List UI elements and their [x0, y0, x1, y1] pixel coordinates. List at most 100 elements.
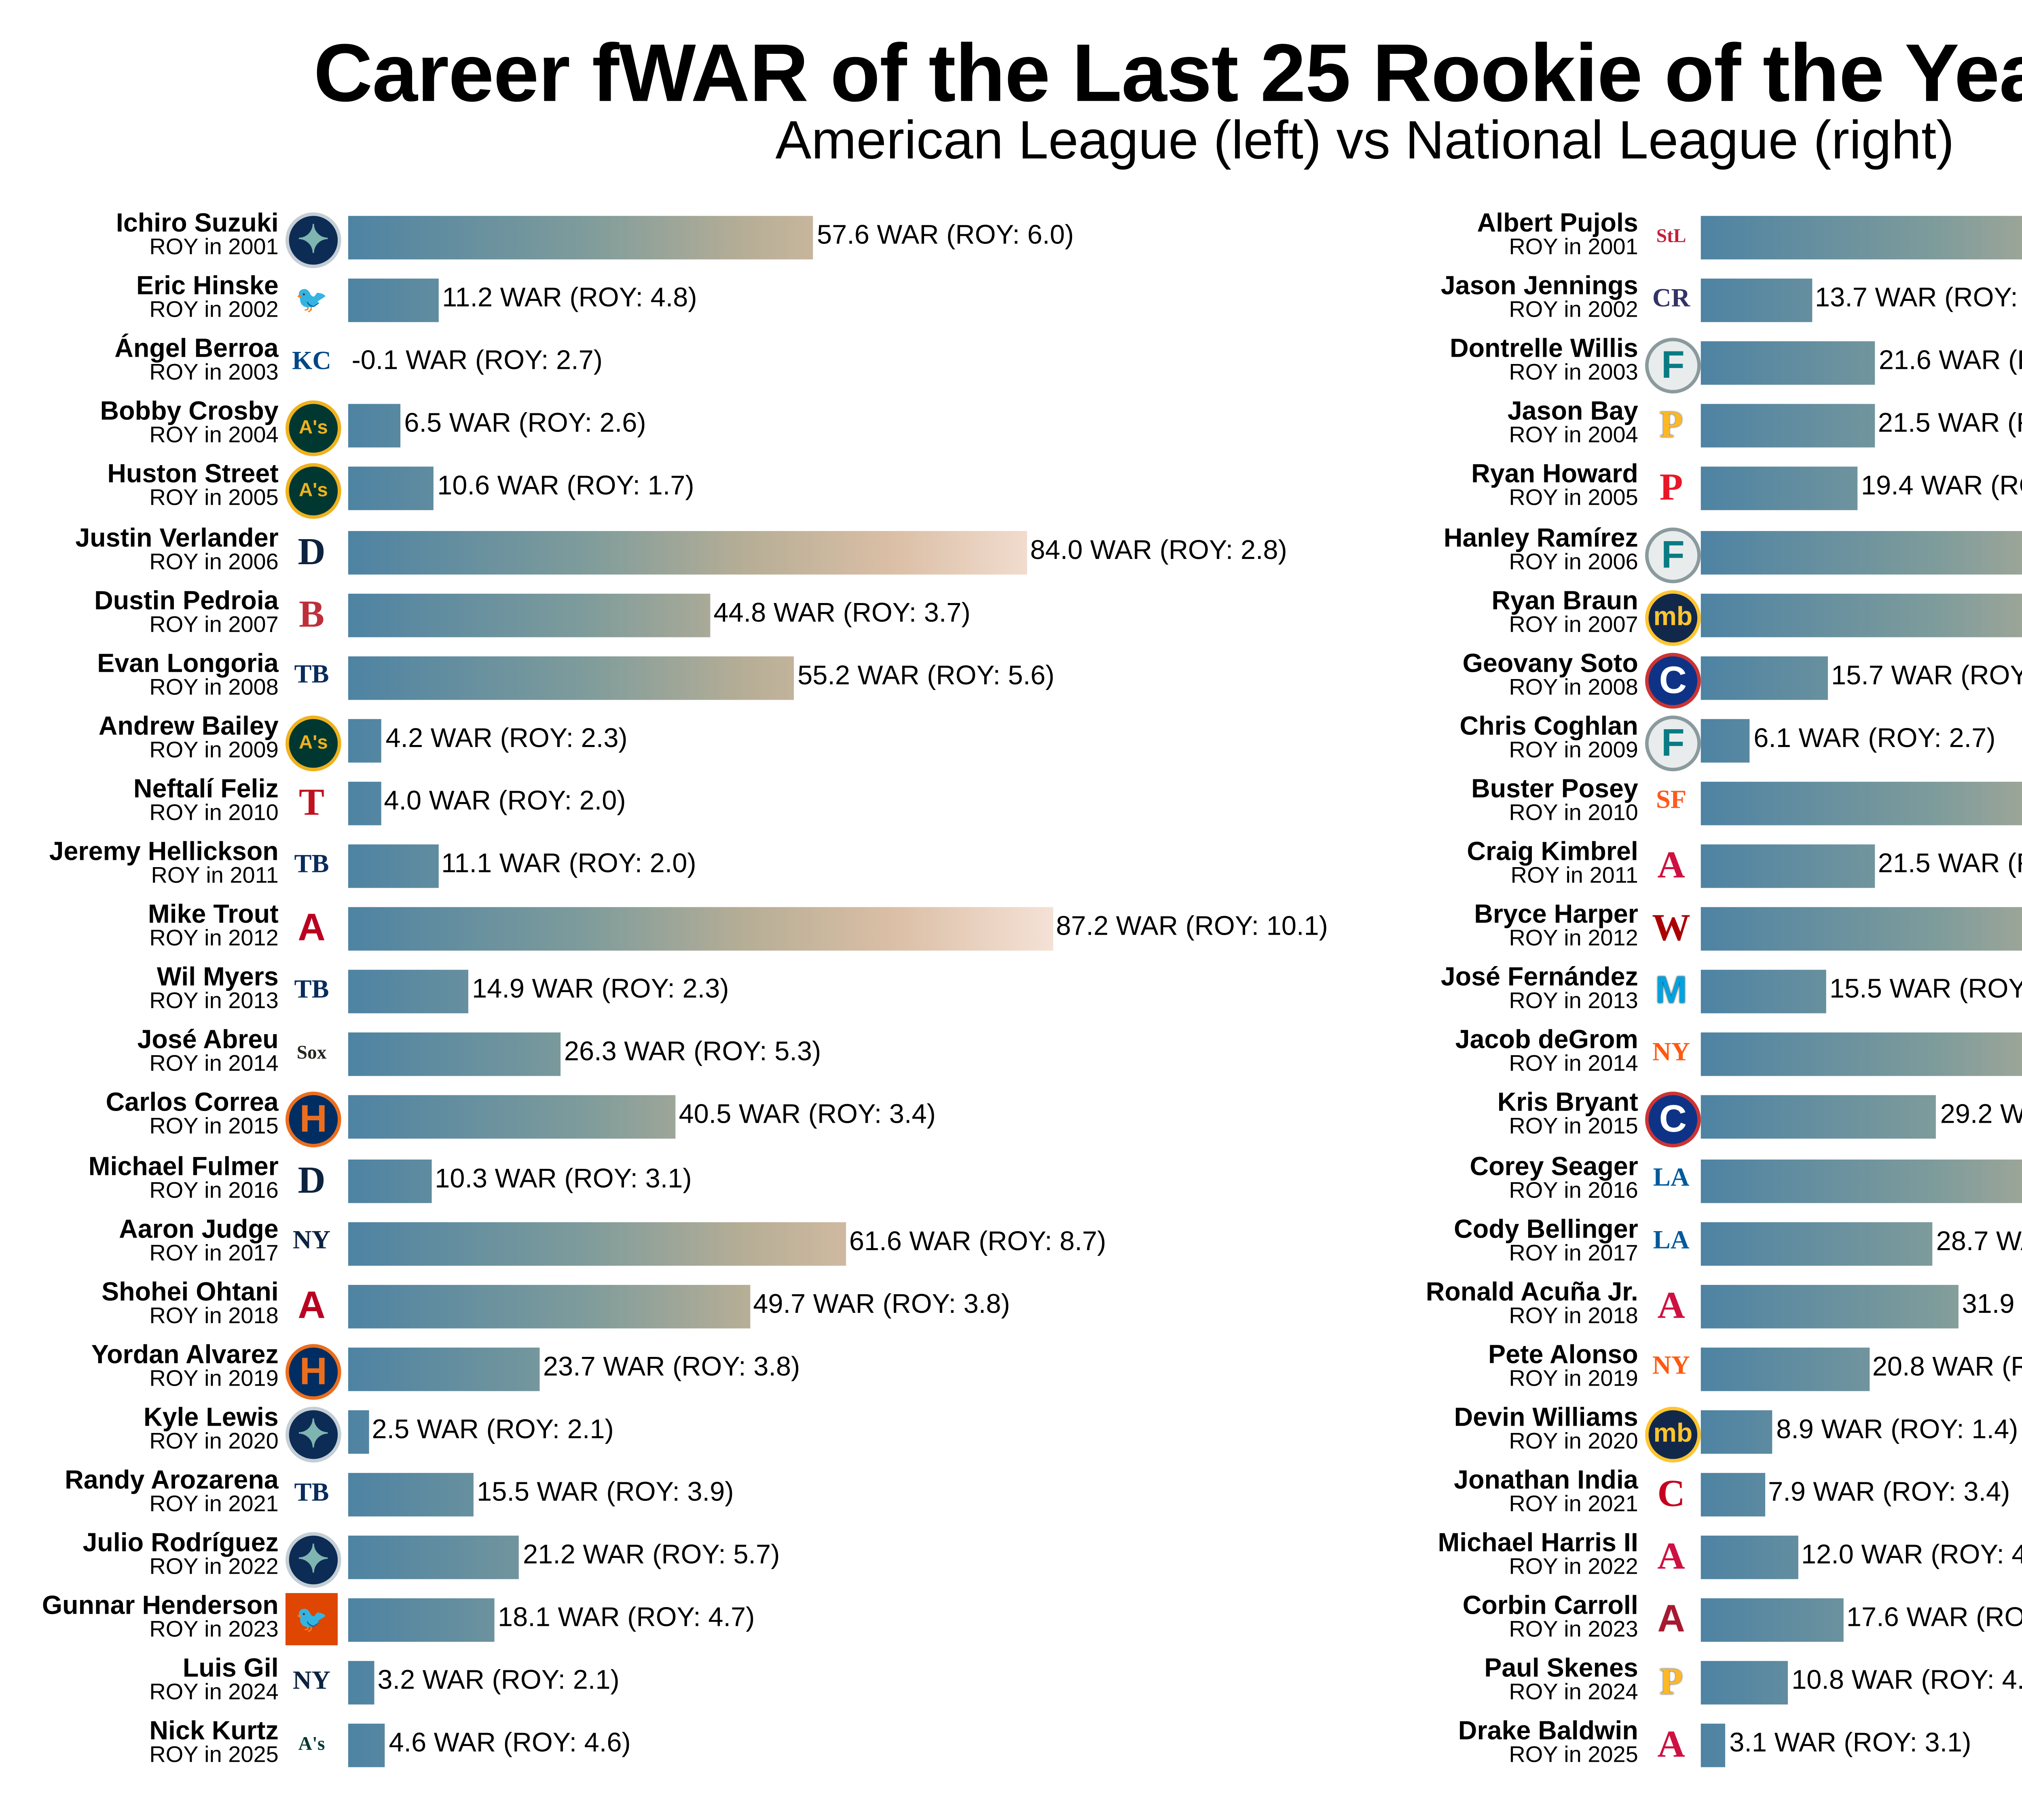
mariners-logo-icon: ✦	[285, 1406, 341, 1462]
player-label: Ryan Braun ROY in 2007	[1290, 586, 1638, 649]
roy-year: ROY in 2025	[149, 1742, 279, 1768]
player-label: Hanley Ramírez ROY in 2006	[1290, 523, 1638, 586]
roy-year: ROY in 2012	[149, 925, 279, 951]
player-name: Wil Myers	[157, 963, 279, 993]
roy-year: ROY in 2020	[1509, 1427, 1638, 1454]
player-name: Albert Pujols	[1477, 209, 1638, 239]
reds-logo-icon: C	[1657, 1471, 1685, 1515]
war-value-label: 4.2 WAR (ROY: 2.3)	[385, 724, 628, 754]
war-bar	[348, 1033, 561, 1077]
roy-year: ROY in 2016	[149, 1176, 279, 1202]
war-value-label: 55.2 WAR (ROY: 5.6)	[797, 661, 1055, 691]
player-label: Ryan Howard ROY in 2005	[1290, 460, 1638, 523]
chart-row: Huston Street ROY in 2005 A's 10.6 WAR (ROY…	[0, 460, 1358, 523]
war-bar	[348, 593, 710, 637]
chart-row: Justin Verlander ROY in 2006 D 84.0 WAR (RO…	[0, 523, 1358, 586]
chart-row: Michael Harris II ROY in 2022 A 12.0 WAR (R…	[0, 1529, 2022, 1591]
chart-row: Michael Fulmer ROY in 2016 D 10.3 WAR (ROY:…	[0, 1152, 1358, 1215]
roy-year: ROY in 2014	[1509, 1050, 1638, 1077]
player-label: Shohei Ohtani ROY in 2018	[0, 1277, 279, 1340]
player-label: Buster Posey ROY in 2010	[1290, 775, 1638, 837]
war-bar	[1701, 1284, 1959, 1328]
roy-year: ROY in 2006	[149, 547, 279, 574]
player-label: Chris Coghlan ROY in 2009	[1290, 712, 1638, 775]
roy-year: ROY in 2012	[1509, 925, 1638, 951]
roy-year: ROY in 2023	[1509, 1616, 1638, 1642]
player-label: Jonathan India ROY in 2021	[1290, 1466, 1638, 1529]
angels-logo-icon: A	[298, 905, 326, 949]
player-name: Luis Gil	[182, 1654, 279, 1685]
chart-title: Career fWAR of the Last 25 Rookie of the…	[313, 26, 2022, 119]
war-bar	[348, 467, 434, 511]
athletics-logo-icon: A's	[285, 463, 341, 520]
war-bar	[348, 1661, 374, 1705]
player-name: Devin Williams	[1454, 1403, 1638, 1433]
roy-year: ROY in 2022	[149, 1553, 279, 1579]
roy-year: ROY in 2010	[1509, 799, 1638, 825]
player-name: Michael Fulmer	[88, 1151, 279, 1181]
cardinals-logo-icon: StL	[1656, 226, 1686, 248]
chart-row: Jeremy Hellickson ROY in 2011 TB 11.1 WAR (…	[0, 838, 1358, 900]
war-bar	[1701, 1410, 1773, 1454]
player-label: Ichiro Suzuki ROY in 2001	[0, 209, 279, 272]
chart-row: Kyle Lewis ROY in 2020 ✦ 2.5 WAR (ROY: 2.1)	[0, 1403, 1358, 1466]
player-name: Ronald Acuña Jr.	[1426, 1277, 1638, 1307]
chart-row: Evan Longoria ROY in 2008 TB 55.2 WAR (ROY:…	[0, 649, 1358, 711]
player-label: Dustin Pedroia ROY in 2007	[0, 586, 279, 649]
player-label: Jason Jennings ROY in 2002	[1290, 272, 1638, 334]
rays-logo-icon: TB	[294, 662, 329, 690]
roy-year: ROY in 2022	[1509, 1553, 1638, 1579]
dodgers-logo-icon: LA	[1653, 1164, 1690, 1193]
player-name: Craig Kimbrel	[1467, 837, 1638, 867]
player-name: Jeremy Hellickson	[49, 837, 279, 867]
player-label: Pete Alonso ROY in 2019	[1290, 1340, 1638, 1403]
roy-year: ROY in 2024	[149, 1679, 279, 1705]
yankees-logo-icon: NY	[292, 1668, 331, 1696]
war-value-label: 11.2 WAR (ROY: 4.8)	[442, 284, 697, 314]
roy-year: ROY in 2018	[1509, 1302, 1638, 1328]
player-name: Cody Bellinger	[1454, 1215, 1638, 1244]
player-name: Jacob deGrom	[1455, 1026, 1638, 1056]
athletics-logo-icon: A's	[285, 715, 341, 771]
roy-year: ROY in 2021	[149, 1490, 279, 1517]
war-bar	[1701, 530, 2022, 574]
giants-logo-icon: SF	[1656, 787, 1687, 816]
player-label: Craig Kimbrel ROY in 2011	[1290, 838, 1638, 900]
chart-row: Ángel Berroa ROY in 2003 KC -0.1 WAR (ROY: …	[0, 334, 1358, 397]
chart-row: Jason Jennings ROY in 2002 CR 13.7 WAR (ROY…	[0, 272, 2022, 334]
player-name: Pete Alonso	[1488, 1340, 1638, 1370]
roy-year: ROY in 2009	[1509, 736, 1638, 762]
war-value-label: 44.8 WAR (ROY: 3.7)	[713, 598, 971, 628]
roy-year: ROY in 2006	[1509, 547, 1638, 574]
player-name: Julio Rodríguez	[82, 1529, 279, 1559]
war-value-label: 61.6 WAR (ROY: 8.7)	[849, 1227, 1106, 1257]
war-value-label: 15.7 WAR (ROY: 2.8)	[1831, 661, 2022, 691]
roy-year: ROY in 2008	[149, 673, 279, 700]
roy-year: ROY in 2004	[1509, 422, 1638, 448]
player-label: Paul Skenes ROY in 2024	[1290, 1655, 1638, 1717]
roy-year: ROY in 2010	[149, 799, 279, 825]
chart-row: Julio Rodríguez ROY in 2022 ✦ 21.2 WAR (ROY…	[0, 1529, 1358, 1591]
player-name: Drake Baldwin	[1458, 1717, 1638, 1747]
war-bar	[348, 1221, 846, 1265]
player-label: Ángel Berroa ROY in 2003	[0, 334, 279, 397]
player-label: Bryce Harper ROY in 2012	[1290, 900, 1638, 963]
war-bar	[348, 1410, 368, 1454]
player-label: José Abreu ROY in 2014	[0, 1026, 279, 1089]
roy-year: ROY in 2018	[149, 1302, 279, 1328]
chart-row: Drake Baldwin ROY in 2025 A 3.1 WAR (ROY: 3…	[0, 1717, 1971, 1780]
player-label: Albert Pujols ROY in 2001	[1290, 209, 1638, 272]
player-name: Yordan Alvarez	[91, 1340, 279, 1370]
blue-jays-logo-icon: 🐦	[295, 286, 328, 315]
